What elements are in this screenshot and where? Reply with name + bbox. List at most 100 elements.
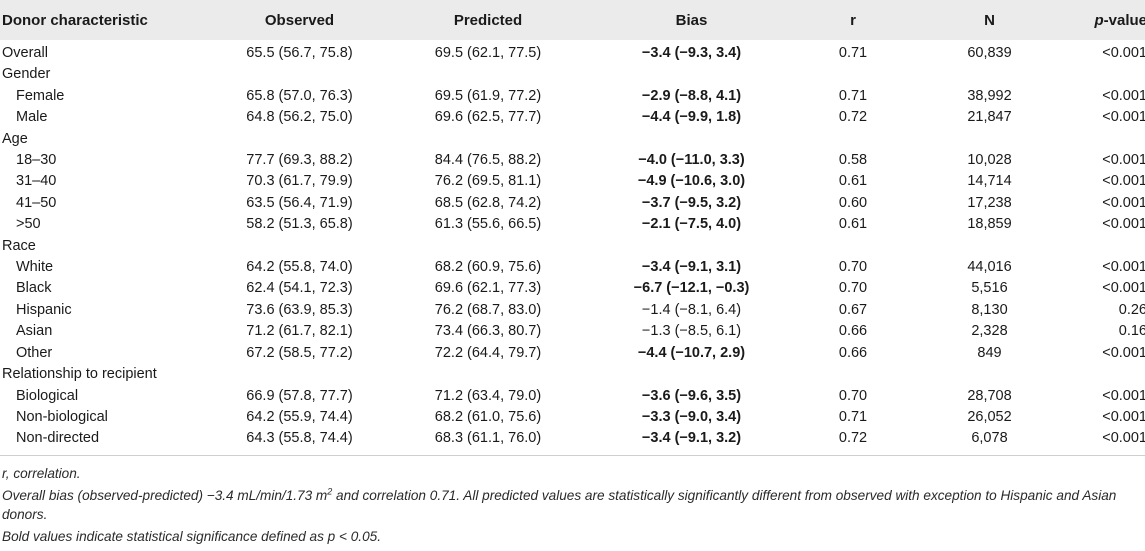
r-cell: 0.61 bbox=[838, 173, 868, 190]
bias-cell: −1.3 (−8.5, 6.1) bbox=[641, 323, 742, 340]
table-row: Biological 66.9 (57.8, 77.7) 71.2 (63.4,… bbox=[0, 386, 1145, 407]
p-suffix: -value bbox=[1103, 11, 1145, 29]
observed-cell: 70.3 (61.7, 79.9) bbox=[246, 173, 353, 190]
p-cell: 0.16 bbox=[1118, 323, 1145, 340]
row-label: Male bbox=[16, 109, 48, 126]
r-cell: 0.72 bbox=[838, 430, 868, 447]
p-cell: <0.001 bbox=[1102, 408, 1145, 425]
group-label: Age bbox=[2, 130, 28, 147]
bias-cell: −2.9 (−8.8, 4.1) bbox=[641, 87, 742, 104]
r-cell: 0.71 bbox=[838, 408, 868, 425]
group-row: Gender bbox=[0, 64, 1145, 85]
observed-cell: 64.8 (56.2, 75.0) bbox=[246, 109, 353, 126]
n-cell: 10,028 bbox=[967, 152, 1012, 169]
row-label: Overall bbox=[2, 45, 48, 61]
p-cell: <0.001 bbox=[1102, 216, 1145, 233]
footnote-overall: Overall bias (observed-predicted) −3.4 m… bbox=[2, 487, 1143, 524]
table-row: 31–40 70.3 (61.7, 79.9) 76.2 (69.5, 81.1… bbox=[0, 171, 1145, 192]
observed-cell: 67.2 (58.5, 77.2) bbox=[246, 344, 353, 361]
row-label: Asian bbox=[16, 323, 53, 340]
table-row: Female 65.8 (57.0, 76.3) 69.5 (61.9, 77.… bbox=[0, 86, 1145, 107]
group-label: Race bbox=[2, 237, 36, 254]
observed-cell: 62.4 (54.1, 72.3) bbox=[246, 280, 353, 297]
group-label: Gender bbox=[2, 66, 51, 83]
predicted-cell: 71.2 (63.4, 79.0) bbox=[434, 387, 542, 404]
table-row: White 64.2 (55.8, 74.0) 68.2 (60.9, 75.6… bbox=[0, 257, 1145, 278]
bias-cell: −6.7 (−12.1, −0.3) bbox=[633, 280, 750, 297]
table-body: Overall 65.5 (56.7, 75.8) 69.5 (62.1, 77… bbox=[0, 40, 1145, 450]
observed-cell: 64.2 (55.8, 74.0) bbox=[246, 259, 353, 276]
row-label: 41–50 bbox=[16, 194, 57, 211]
table-row: Non-biological 64.2 (55.9, 74.4) 68.2 (6… bbox=[0, 407, 1145, 428]
r-cell: 0.66 bbox=[838, 323, 868, 340]
p-cell: <0.001 bbox=[1102, 280, 1145, 297]
table-row: Asian 71.2 (61.7, 82.1) 73.4 (66.3, 80.7… bbox=[0, 321, 1145, 342]
bias-cell: −3.3 (−9.0, 3.4) bbox=[641, 408, 742, 425]
bias-cell: −2.1 (−7.5, 4.0) bbox=[641, 216, 742, 233]
table-header: Donor characteristic Observed Predicted … bbox=[0, 0, 1145, 40]
header-row: Donor characteristic Observed Predicted … bbox=[0, 0, 1145, 40]
n-cell: 14,714 bbox=[967, 173, 1012, 190]
n-cell: 5,516 bbox=[971, 280, 1008, 297]
observed-cell: 63.5 (56.4, 71.9) bbox=[246, 194, 353, 211]
n-cell: 38,992 bbox=[967, 87, 1012, 104]
row-label: Other bbox=[16, 344, 53, 361]
p-cell: <0.001 bbox=[1102, 194, 1145, 211]
observed-cell: 77.7 (69.3, 88.2) bbox=[246, 152, 353, 169]
observed-cell: 64.2 (55.9, 74.4) bbox=[246, 408, 353, 425]
p-cell: <0.001 bbox=[1102, 152, 1145, 169]
bias-cell: −3.4 (−9.1, 3.2) bbox=[641, 430, 742, 447]
bias-cell: −4.0 (−11.0, 3.3) bbox=[638, 152, 745, 169]
observed-cell: 65.8 (57.0, 76.3) bbox=[246, 87, 353, 104]
col-header-p-value: p-value bbox=[1067, 0, 1145, 40]
predicted-cell: 61.3 (55.6, 66.5) bbox=[434, 216, 542, 233]
observed-cell: 71.2 (61.7, 82.1) bbox=[246, 323, 353, 340]
predicted-cell: 68.2 (60.9, 75.6) bbox=[434, 259, 542, 276]
bias-cell: −3.4 (−9.3, 3.4) bbox=[641, 45, 742, 61]
observed-cell: 66.9 (57.8, 77.7) bbox=[246, 387, 353, 404]
footnote-bold-note: Bold values indicate statistical signifi… bbox=[2, 529, 381, 545]
predicted-cell: 69.5 (61.9, 77.2) bbox=[434, 87, 542, 104]
predicted-cell: 76.2 (69.5, 81.1) bbox=[434, 173, 542, 190]
p-cell: <0.001 bbox=[1102, 430, 1145, 447]
n-cell: 2,328 bbox=[971, 323, 1008, 340]
bias-cell: −1.4 (−8.1, 6.4) bbox=[641, 301, 742, 318]
bias-cell: −4.4 (−10.7, 2.9) bbox=[637, 344, 746, 361]
table-row: Hispanic 73.6 (63.9, 85.3) 76.2 (68.7, 8… bbox=[0, 300, 1145, 321]
predicted-cell: 73.4 (66.3, 80.7) bbox=[434, 323, 542, 340]
r-cell: 0.58 bbox=[838, 152, 868, 169]
r-cell: 0.70 bbox=[838, 280, 868, 297]
table-bottom-rule bbox=[0, 454, 1145, 456]
group-row: Race bbox=[0, 236, 1145, 257]
group-row: Age bbox=[0, 129, 1145, 150]
r-cell: 0.70 bbox=[838, 387, 868, 404]
predicted-cell: 68.5 (62.8, 74.2) bbox=[434, 194, 542, 211]
p-italic: p bbox=[1094, 11, 1104, 29]
table-row: >50 58.2 (51.3, 65.8) 61.3 (55.6, 66.5) … bbox=[0, 214, 1145, 235]
row-label: Hispanic bbox=[16, 301, 72, 318]
row-label: 18–30 bbox=[16, 152, 57, 169]
col-header-predicted: Predicted bbox=[453, 11, 523, 29]
row-label: Black bbox=[16, 280, 52, 297]
footnote-superscript: 2 bbox=[327, 486, 333, 497]
group-label: Relationship to recipient bbox=[2, 366, 157, 383]
observed-cell: 64.3 (55.8, 74.4) bbox=[246, 430, 353, 447]
table-row: Male 64.8 (56.2, 75.0) 69.6 (62.5, 77.7)… bbox=[0, 107, 1145, 128]
r-cell: 0.71 bbox=[838, 87, 868, 104]
p-cell: <0.001 bbox=[1102, 109, 1145, 126]
r-cell: 0.67 bbox=[838, 301, 868, 318]
p-cell: <0.001 bbox=[1102, 344, 1145, 361]
table-row: Non-directed 64.3 (55.8, 74.4) 68.3 (61.… bbox=[0, 428, 1145, 449]
row-label: Non-directed bbox=[16, 430, 100, 447]
bias-cell: −3.6 (−9.6, 3.5) bbox=[641, 387, 742, 404]
observed-cell: 58.2 (51.3, 65.8) bbox=[246, 216, 353, 233]
table-footnotes: r, correlation. Overall bias (observed-p… bbox=[0, 456, 1145, 547]
table-row: Black 62.4 (54.1, 72.3) 69.6 (62.1, 77.3… bbox=[0, 278, 1145, 299]
table-row: Overall 65.5 (56.7, 75.8) 69.5 (62.1, 77… bbox=[0, 40, 1145, 64]
row-label: 31–40 bbox=[16, 173, 57, 190]
footnote-overall-rest: and correlation 0.71. All predicted valu… bbox=[2, 488, 1117, 522]
col-header-bias: Bias bbox=[675, 11, 708, 29]
bias-cell: −4.9 (−10.6, 3.0) bbox=[637, 173, 746, 190]
p-cell: 0.26 bbox=[1118, 301, 1145, 318]
